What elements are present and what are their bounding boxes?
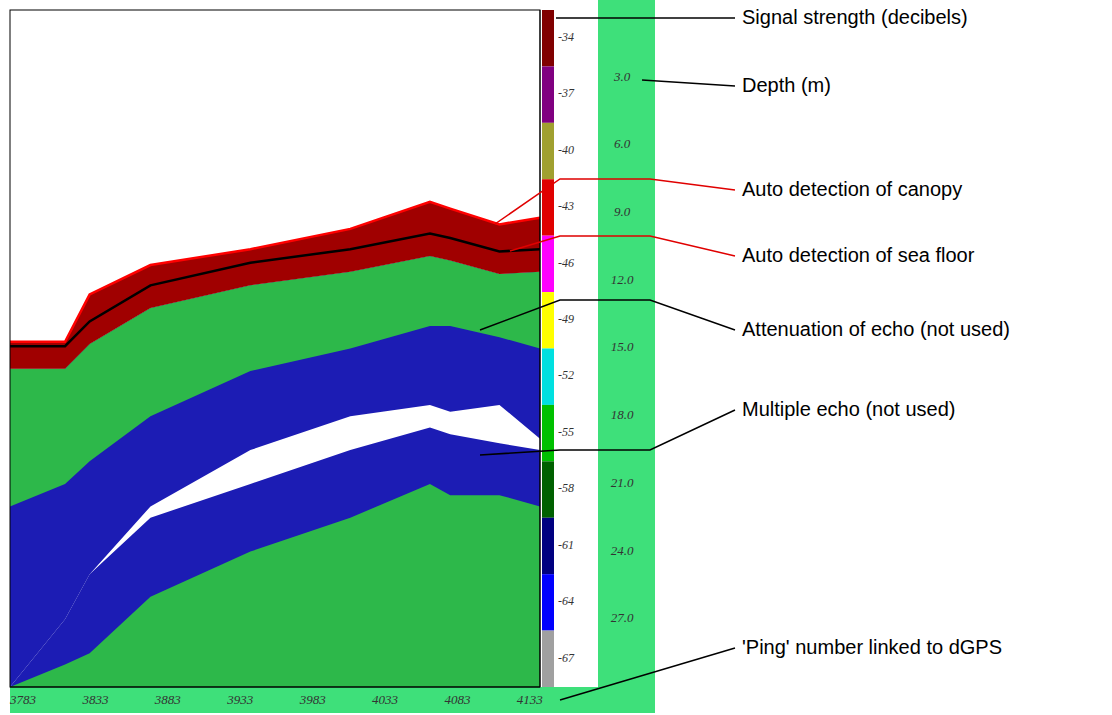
svg-text:-67: -67 — [558, 651, 575, 665]
svg-text:Auto detection of sea floor: Auto detection of sea floor — [742, 244, 975, 266]
svg-text:Attenuation of echo (not used): Attenuation of echo (not used) — [742, 318, 1010, 340]
svg-text:9.0: 9.0 — [614, 204, 631, 219]
svg-text:24.0: 24.0 — [611, 543, 634, 558]
svg-text:-58: -58 — [558, 481, 574, 495]
svg-text:'Ping' number linked to dGPS: 'Ping' number linked to dGPS — [742, 636, 1002, 658]
svg-text:-61: -61 — [558, 538, 574, 552]
svg-text:-43: -43 — [558, 199, 574, 213]
svg-text:3883: 3883 — [154, 692, 182, 707]
svg-text:4133: 4133 — [517, 692, 544, 707]
svg-text:18.0: 18.0 — [611, 407, 634, 422]
svg-text:-46: -46 — [558, 256, 574, 270]
svg-text:-34: -34 — [558, 30, 574, 44]
svg-text:6.0: 6.0 — [614, 136, 631, 151]
svg-text:Signal strength (decibels): Signal strength (decibels) — [742, 6, 968, 28]
svg-text:-37: -37 — [558, 86, 575, 100]
svg-text:3.0: 3.0 — [613, 69, 631, 84]
svg-text:21.0: 21.0 — [611, 475, 634, 490]
svg-text:4083: 4083 — [444, 692, 471, 707]
svg-text:-49: -49 — [558, 312, 574, 326]
svg-text:3933: 3933 — [226, 692, 254, 707]
svg-text:Depth (m): Depth (m) — [742, 74, 831, 96]
svg-text:12.0: 12.0 — [611, 272, 634, 287]
svg-text:3833: 3833 — [81, 692, 109, 707]
svg-text:-52: -52 — [558, 368, 574, 382]
svg-text:3983: 3983 — [299, 692, 327, 707]
svg-text:-40: -40 — [558, 143, 574, 157]
svg-text:Auto detection of canopy: Auto detection of canopy — [742, 178, 962, 200]
svg-text:15.0: 15.0 — [611, 339, 634, 354]
svg-text:Multiple echo (not used): Multiple echo (not used) — [742, 398, 955, 420]
svg-text:4033: 4033 — [372, 692, 399, 707]
svg-text:27.0: 27.0 — [611, 610, 634, 625]
svg-text:3783: 3783 — [9, 692, 37, 707]
svg-text:-55: -55 — [558, 425, 574, 439]
svg-text:-64: -64 — [558, 594, 574, 608]
